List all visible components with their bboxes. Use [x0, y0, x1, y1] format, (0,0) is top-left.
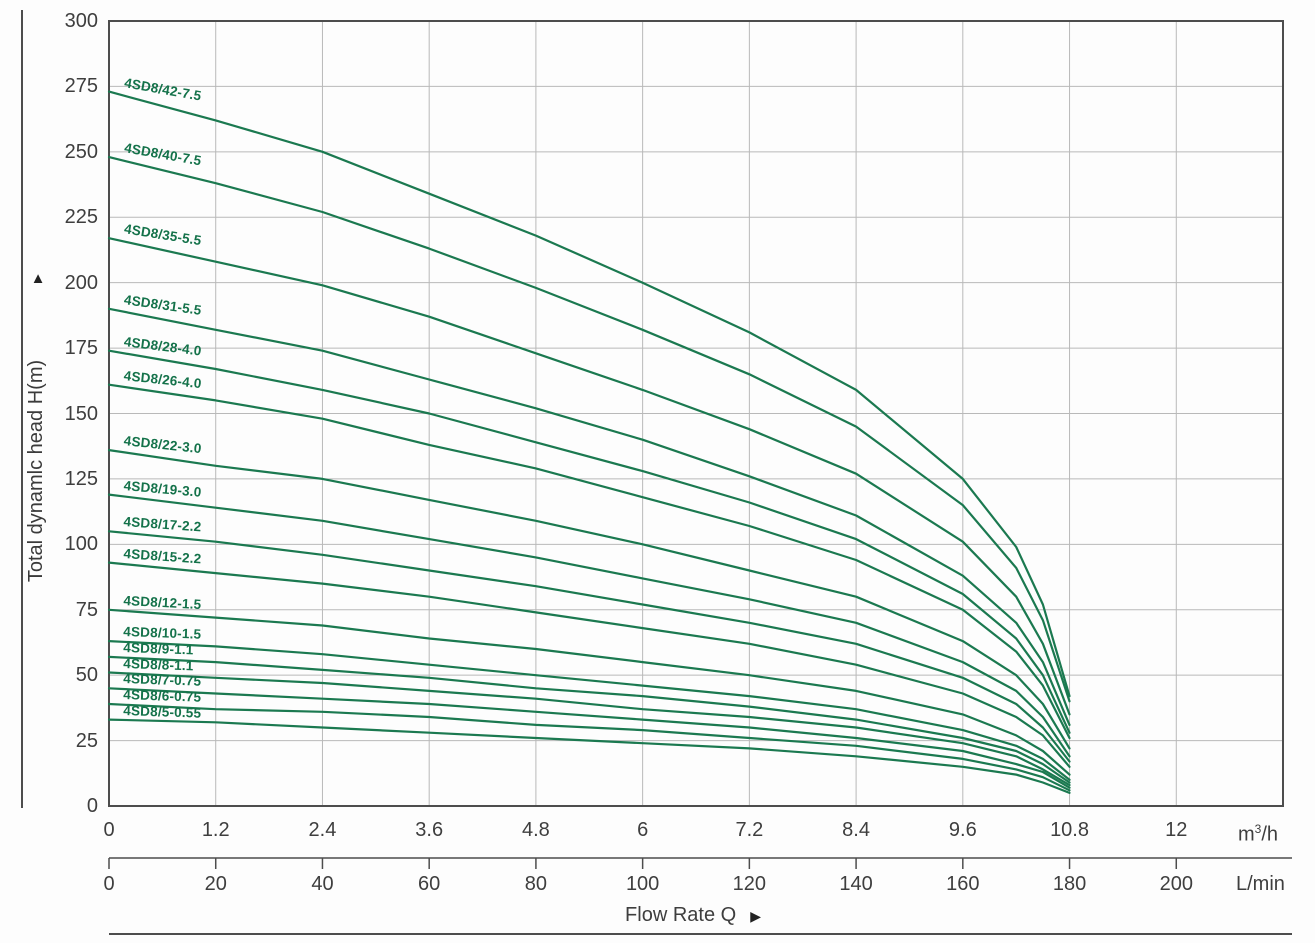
- y-axis-up-arrow-icon: ▲: [30, 270, 46, 287]
- y-axis-tick-label: 200: [64, 271, 98, 294]
- pump-curve: [107, 687, 1071, 789]
- pump-curve: [107, 90, 1071, 698]
- x-axis-lmin-tick-label: 140: [839, 873, 873, 895]
- x-axis-lmin-tick-label: 160: [946, 873, 980, 895]
- y-axis-tick-label: 150: [64, 402, 98, 425]
- curve-label: 4SD8/5-0.55: [123, 702, 202, 721]
- x-axis-lmin-tick-label: 20: [204, 873, 227, 895]
- x-axis-m3h-tick-label: 9.6: [948, 819, 977, 841]
- x-axis-lmin-tick-label: 200: [1159, 873, 1193, 895]
- x-axis-m3h-tick-label: 10.8: [1050, 819, 1089, 841]
- pump-curve: [107, 449, 1071, 750]
- pump-curve: [107, 718, 1071, 795]
- x-axis-m3h-tick-label: 2.4: [308, 819, 337, 841]
- y-axis-tick-label: 25: [75, 729, 98, 752]
- x-axis-m3h-tick-label: 0: [103, 819, 115, 841]
- pump-curve: [107, 639, 1071, 781]
- pump-curve: [107, 655, 1071, 784]
- x-axis-m3h-tick-label: 7.2: [735, 819, 764, 841]
- y-axis-tick-label: 100: [64, 533, 98, 556]
- pump-curve: [107, 349, 1071, 734]
- x-axis-title: Flow Rate Q ▶: [553, 902, 833, 929]
- y-axis-tick-label: 250: [64, 140, 98, 163]
- x-axis-lmin-tick-label: 60: [418, 873, 441, 895]
- y-axis-tick-label: 0: [86, 795, 98, 817]
- pump-curve: [107, 530, 1071, 763]
- x-axis-m3h-tick-label: 8.4: [842, 819, 870, 841]
- y-axis-tick-label: 225: [64, 206, 98, 229]
- pump-curve: [107, 307, 1071, 727]
- x-axis-lmin-tick-label: 120: [732, 873, 767, 895]
- y-axis-tick-label: 300: [64, 10, 98, 32]
- pump-curve: [107, 237, 1071, 716]
- pump-curve: [107, 156, 1071, 703]
- x-axis-lmin-tick-label: 0: [103, 873, 115, 895]
- pump-curve: [107, 702, 1071, 792]
- x-axis-lmin-tick-label: 40: [311, 873, 334, 895]
- x-axis-lmin-tick-label: 80: [524, 873, 548, 895]
- y-axis-tick-label: 125: [64, 467, 98, 490]
- x-axis-lmin-tick-label: 100: [625, 873, 660, 895]
- x-axis-unit-lmin: L/min: [1236, 873, 1285, 895]
- y-axis-tick-label: 175: [64, 337, 98, 360]
- x-axis-m3h-tick-label: 12: [1165, 819, 1188, 841]
- pump-curve: [107, 493, 1071, 758]
- x-axis-unit-m3h: m3/h: [1238, 822, 1279, 846]
- pump-curve: [107, 671, 1071, 787]
- x-axis-right-arrow-icon: ▶: [750, 908, 761, 924]
- x-axis-lmin-tick-label: 180: [1052, 873, 1087, 895]
- x-axis-title-text: Flow Rate Q: [625, 904, 737, 926]
- pump-curve: [107, 561, 1071, 768]
- plot-border: [108, 20, 1284, 807]
- y-axis-tick-label: 275: [64, 75, 98, 98]
- x-axis-m3h-tick-label: 3.6: [415, 819, 444, 841]
- pump-curve: [107, 608, 1071, 776]
- pump-curve: [107, 383, 1071, 740]
- y-axis-tick-label: 50: [75, 664, 98, 687]
- x-axis-m3h-tick-label: 6: [637, 819, 649, 841]
- x-axis-m3h-tick-label: 4.8: [522, 819, 550, 841]
- x-axis-m3h-tick-label: 1.2: [201, 819, 230, 841]
- y-axis-tick-label: 75: [75, 598, 98, 621]
